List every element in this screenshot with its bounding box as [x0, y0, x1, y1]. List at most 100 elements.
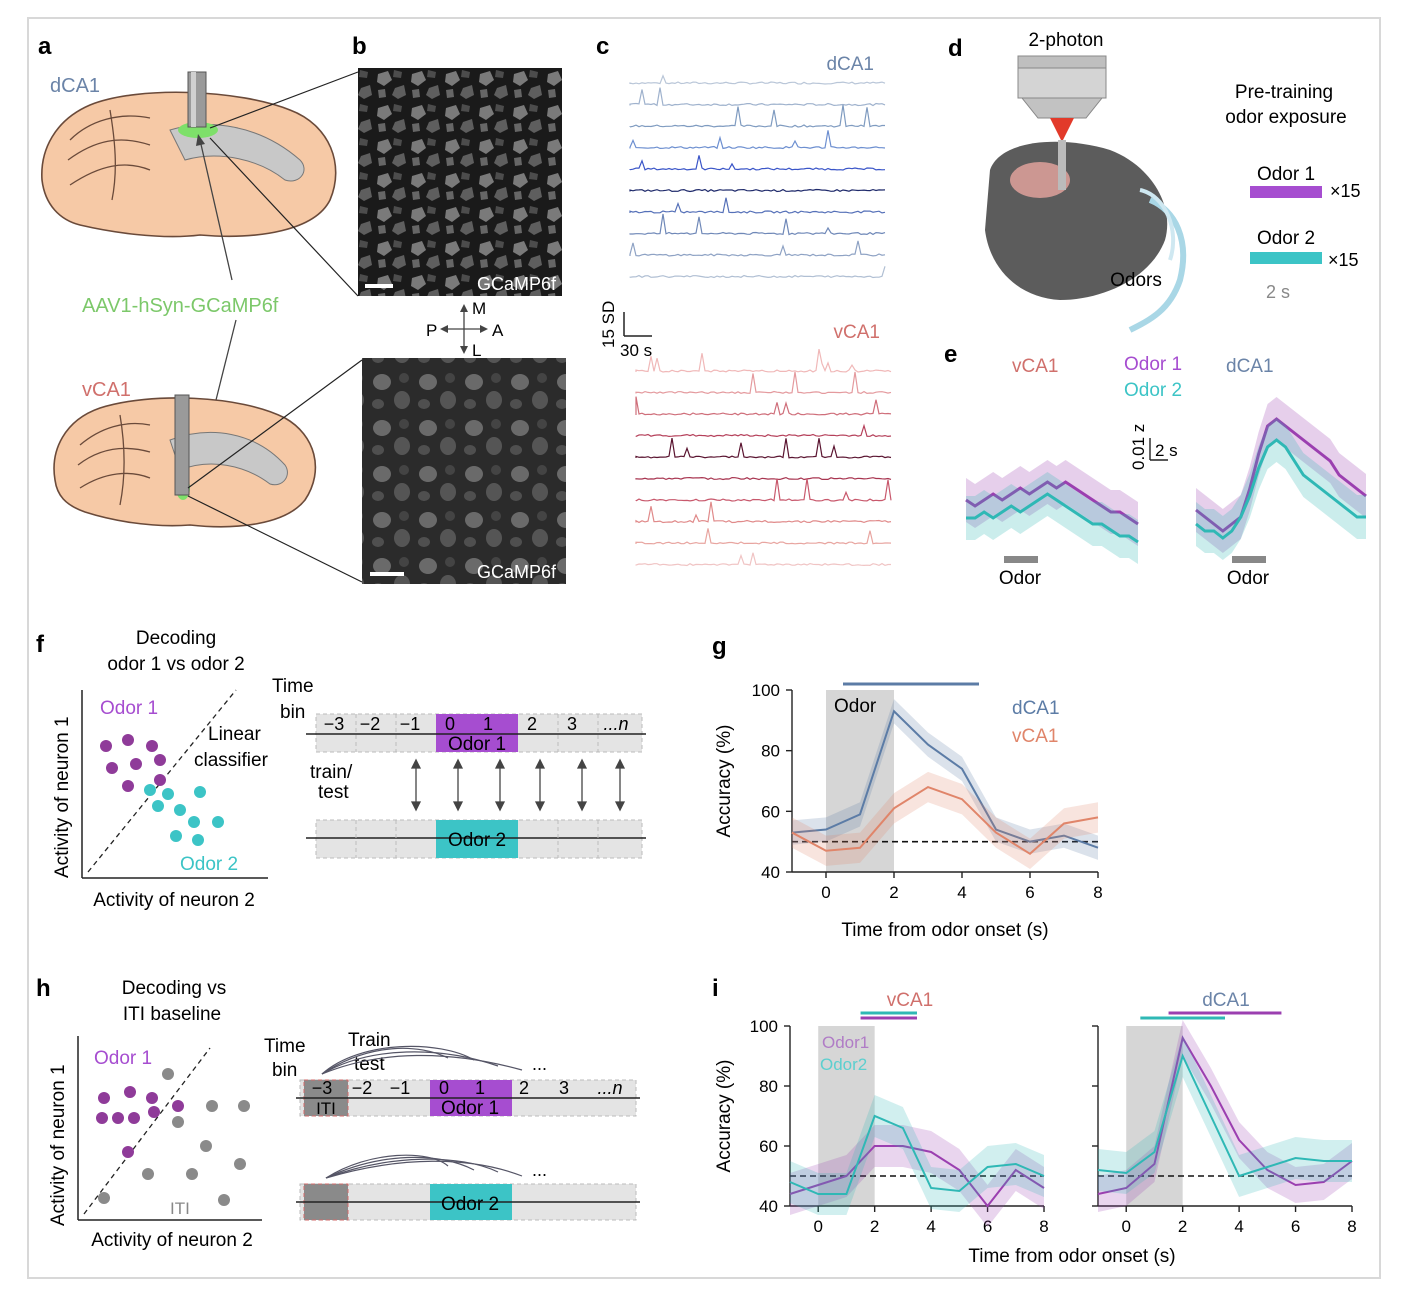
panel-a: a dCA1 AAV1-hSyn-GCaMP6f vCA1 [38, 33, 363, 583]
x-axis-label: Time from odor onset (s) [841, 920, 1048, 941]
f-bin-m1: −1 [400, 714, 421, 734]
chart-i-dca1: 0 2 4 6 8 [1092, 1011, 1357, 1236]
f-train-line1: train/ [310, 762, 353, 783]
brain-label-vca1: vCA1 [82, 379, 131, 401]
y-axis-label: Accuracy (%) [714, 725, 735, 838]
panel-c: c dCA1 15 SD 30 s vCA1 [596, 33, 892, 567]
compass-l: L [472, 341, 481, 360]
x-tick-label: 0 [813, 1217, 822, 1236]
y-tick-label: 80 [759, 1077, 778, 1096]
exposure-duration: 2 s [1266, 282, 1290, 302]
y-tick-label: 100 [752, 681, 780, 700]
x-tick-label: 0 [1121, 1217, 1130, 1236]
f-title-line2: odor 1 vs odor 2 [107, 654, 244, 675]
mouse-illustration [985, 55, 1187, 333]
exposure-odor1: Odor 1 [1257, 164, 1315, 185]
calcium-trace [635, 371, 892, 395]
chart-g: 40 60 80 100 0 2 4 6 8 Accuracy (%) Time from odor… [714, 681, 1103, 941]
trace-mean [1195, 417, 1367, 533]
trace-mean [965, 480, 1139, 526]
i-title-vca1: vCA1 [887, 990, 933, 1011]
traces-scale-y: 15 SD [599, 301, 618, 348]
h-bin-2: 2 [519, 1078, 529, 1098]
micrograph-bottom [362, 358, 566, 584]
trace-mean [966, 492, 1139, 544]
f-bin-m2: −2 [360, 714, 381, 734]
x-tick-label: 0 [821, 883, 830, 902]
h-xlabel: Activity of neuron 2 [91, 1230, 253, 1251]
h-ylabel: Activity of neuron 1 [48, 1064, 69, 1226]
x-tick-label: 8 [1093, 883, 1102, 902]
dca1-traces [629, 74, 886, 279]
f-ylabel: Activity of neuron 1 [52, 716, 73, 878]
x-tick-label: 2 [889, 883, 898, 902]
e-label-dca1: dCA1 [1226, 356, 1274, 377]
odor1-swatch [1250, 186, 1322, 198]
x-tick-label: 8 [1039, 1217, 1048, 1236]
f-bin-1: 1 [483, 714, 493, 734]
x-tick-label: 4 [1234, 1217, 1243, 1236]
brain-top [41, 71, 337, 238]
calcium-trace [629, 104, 885, 128]
series-ci-vCA1 [792, 771, 1098, 869]
series-line-Odor2 [1097, 1053, 1352, 1178]
series-ci-dCA1 [792, 699, 1098, 860]
series-line-vCA1 [791, 785, 1099, 856]
f-xlabel: Activity of neuron 2 [93, 890, 255, 911]
e-label-vca1: vCA1 [1012, 356, 1058, 377]
series-ci-Odor1 [790, 1125, 1044, 1227]
f-odor2-label: Odor 2 [180, 854, 238, 875]
panel-f: f Decoding odor 1 vs odor 2 Activity of … [36, 628, 646, 911]
i-title-dca1: dCA1 [1202, 990, 1250, 1011]
traces-scale-x: 30 s [620, 341, 652, 360]
calcium-trace [635, 476, 892, 481]
chart-i-vca1: 40 60 80 100 0 2 4 6 8 Accuracy (%) [714, 1011, 1049, 1236]
compass-m: M [472, 299, 486, 318]
e-odor-bar-left [1004, 556, 1038, 563]
x-tick-label: 6 [1291, 1217, 1300, 1236]
f-train-line2: test [318, 782, 349, 803]
brain-bottom [53, 394, 317, 528]
panel-letter-g: g [712, 633, 727, 660]
f-bin-3: 3 [567, 714, 577, 734]
h-scatter-iti [98, 1068, 250, 1206]
f-bin-2: 2 [527, 714, 537, 734]
f-block-odor2 [436, 820, 518, 858]
h-ellipsis-top: ... [532, 1054, 547, 1074]
panel-e: e vCA1 Odor 1 Odor 2 dCA1 0.01 z 2 s Odo… [944, 341, 1367, 589]
e-plot-dca1 [1195, 397, 1367, 560]
i-legend-odor2: Odor2 [820, 1055, 867, 1074]
trace-ci [1196, 418, 1366, 560]
panel-letter-f: f [36, 631, 45, 658]
f-classifier-line2: classifier [194, 750, 269, 771]
calcium-trace [629, 87, 886, 107]
compass-a: A [492, 321, 504, 340]
f-block-odor1-label: Odor 1 [448, 734, 506, 755]
panel-letter-c: c [596, 33, 609, 60]
e-scale-y: 0.01 z [1129, 424, 1148, 470]
trace-mean [1195, 438, 1366, 540]
trace-ci [966, 472, 1138, 564]
x-tick-label: 6 [1025, 883, 1034, 902]
i-legend-odor1: Odor1 [822, 1033, 869, 1052]
exposure-odor1-count: ×15 [1330, 181, 1361, 201]
calcium-trace [635, 438, 892, 459]
f-classifier-line1: Linear [208, 724, 261, 745]
trace-ci [966, 460, 1138, 546]
odors-label: Odors [1110, 270, 1162, 291]
h-title-line2: ITI baseline [123, 1004, 221, 1025]
microscope-label: 2-photon [1028, 30, 1103, 51]
calcium-trace [629, 197, 886, 214]
traces-label-vca1: vCA1 [834, 322, 880, 343]
e-odor-bar-right [1232, 556, 1266, 563]
y-tick-label: 40 [761, 863, 780, 882]
series-line-Odor2 [789, 1114, 1045, 1195]
y-tick-label: 40 [759, 1197, 778, 1216]
micrograph-top [358, 68, 562, 296]
f-bin-n: ...n [603, 714, 628, 734]
trace-ci [1196, 397, 1366, 553]
h-bin-n: ...n [597, 1078, 622, 1098]
h-iti-block-label: ITI [316, 1099, 336, 1118]
